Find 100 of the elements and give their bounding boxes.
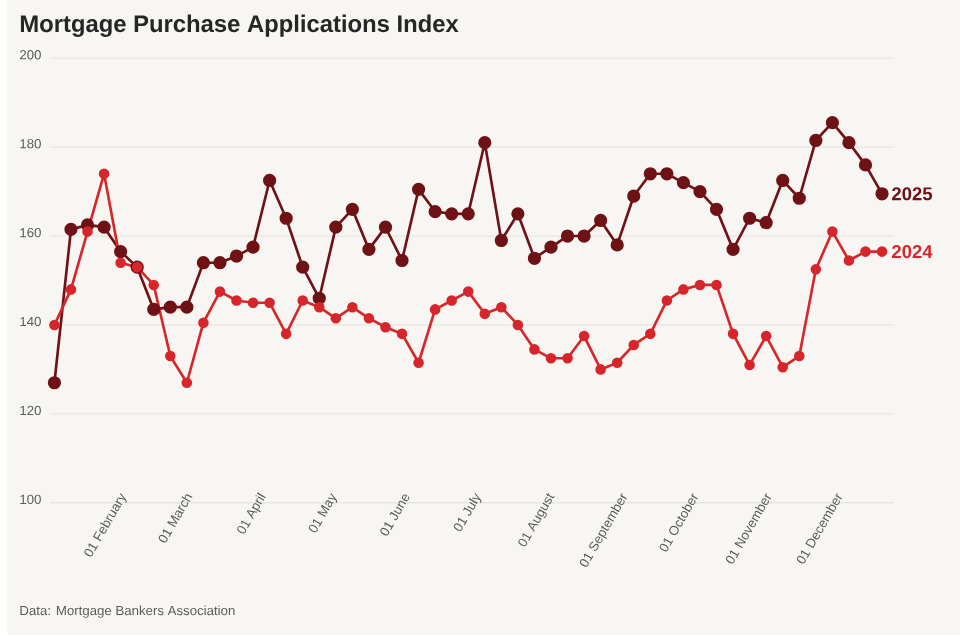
point — [660, 167, 674, 181]
point — [545, 353, 557, 365]
point — [544, 240, 558, 255]
point — [709, 203, 724, 217]
point — [529, 344, 540, 356]
point — [842, 136, 856, 150]
point — [759, 216, 773, 230]
point — [858, 158, 873, 172]
point — [411, 183, 426, 197]
point — [711, 280, 722, 291]
point — [214, 286, 226, 298]
point — [213, 256, 227, 270]
point — [760, 331, 772, 342]
point — [445, 207, 459, 221]
point — [231, 295, 242, 307]
point — [793, 351, 805, 362]
point — [163, 300, 177, 315]
point — [198, 317, 209, 329]
point — [511, 207, 525, 221]
point — [792, 192, 806, 206]
point — [363, 313, 375, 325]
point — [347, 302, 358, 313]
point — [262, 174, 277, 188]
point — [645, 328, 656, 340]
point — [64, 223, 78, 237]
point — [296, 260, 310, 275]
point — [461, 207, 475, 221]
point — [345, 203, 359, 217]
point — [229, 249, 244, 264]
point — [147, 303, 161, 317]
point — [181, 377, 193, 389]
point — [512, 320, 524, 331]
point — [478, 136, 492, 150]
point — [98, 168, 110, 180]
point — [825, 116, 839, 130]
point — [429, 304, 441, 316]
point — [594, 214, 608, 228]
point — [330, 313, 342, 325]
point — [843, 255, 855, 267]
point — [628, 340, 640, 351]
point — [114, 245, 128, 259]
point — [329, 220, 343, 235]
point — [378, 220, 393, 235]
point — [727, 328, 739, 340]
point — [777, 362, 789, 373]
point — [643, 167, 657, 181]
point — [479, 308, 491, 320]
point — [611, 357, 623, 369]
series-label: 2024 — [892, 245, 933, 259]
point — [578, 331, 590, 342]
point — [661, 295, 673, 307]
chart-title: Mortgage Purchase Applications Index — [20, 15, 459, 38]
point — [279, 212, 293, 226]
point — [496, 302, 507, 313]
point — [264, 297, 275, 309]
point — [810, 264, 822, 276]
point — [446, 295, 457, 307]
point — [65, 284, 77, 296]
point — [694, 280, 706, 291]
point — [297, 295, 309, 307]
point — [180, 300, 194, 315]
point — [97, 220, 111, 235]
point — [776, 174, 790, 188]
point — [396, 328, 408, 340]
point — [527, 252, 542, 266]
point — [413, 357, 424, 369]
point — [560, 229, 575, 244]
point — [595, 364, 606, 376]
point — [494, 234, 508, 248]
point — [313, 302, 325, 313]
point — [876, 246, 888, 258]
point — [280, 328, 292, 340]
point — [627, 189, 641, 204]
point — [49, 320, 60, 331]
point — [196, 256, 211, 270]
point — [395, 254, 409, 268]
point — [148, 280, 160, 291]
point — [742, 212, 757, 226]
point — [115, 257, 126, 269]
point — [610, 238, 624, 252]
point — [875, 187, 889, 201]
point — [380, 322, 391, 333]
point — [726, 243, 740, 257]
point — [676, 176, 691, 190]
point — [428, 205, 442, 219]
point — [82, 226, 93, 238]
point — [164, 351, 176, 362]
point — [247, 297, 259, 309]
point — [860, 246, 871, 258]
point — [809, 134, 823, 148]
point — [362, 243, 376, 257]
point — [246, 240, 260, 255]
point — [678, 284, 689, 296]
series-label: 2025 — [892, 187, 933, 201]
point — [577, 229, 591, 244]
point — [562, 353, 573, 365]
point — [827, 226, 838, 238]
point — [693, 185, 707, 199]
point — [47, 376, 62, 390]
point — [744, 360, 755, 371]
